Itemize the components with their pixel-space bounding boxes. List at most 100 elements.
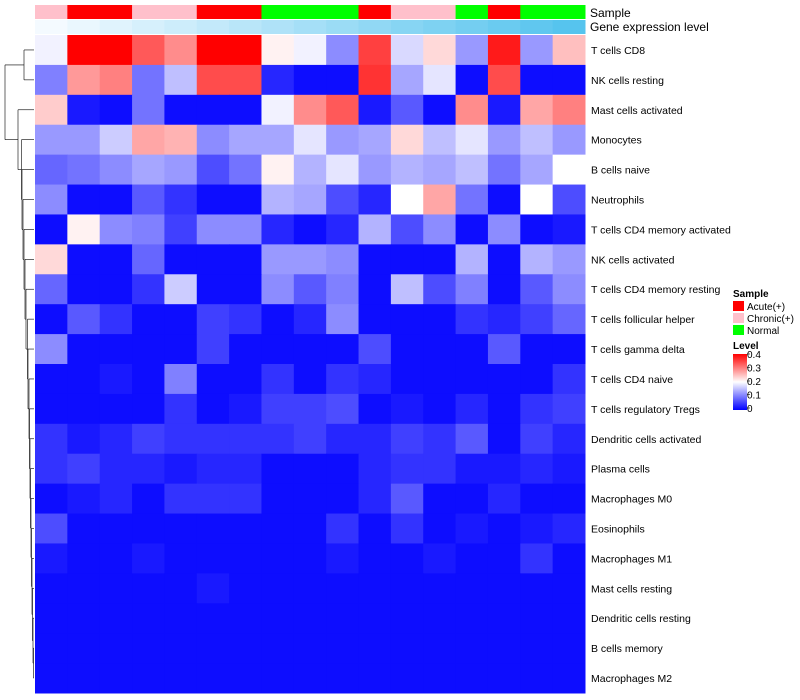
heatmap-cell	[552, 423, 586, 455]
heatmap-cell	[358, 64, 392, 96]
heatmap-cell	[99, 393, 133, 425]
heatmap-cell	[455, 364, 489, 395]
heatmap-cell	[487, 663, 521, 694]
legend-level-colorbar	[733, 354, 747, 410]
heatmap-cell	[196, 304, 230, 335]
heatmap-cell	[487, 64, 521, 96]
heatmap-cell	[229, 304, 262, 335]
heatmap-cell	[35, 244, 68, 275]
heatmap-cell	[552, 364, 586, 395]
heatmap-cell	[487, 124, 521, 156]
heatmap-cell	[423, 304, 457, 335]
heatmap-cell	[35, 453, 68, 485]
heatmap-cell	[520, 334, 554, 365]
heatmap-cell	[358, 304, 392, 335]
heatmap-cell	[229, 663, 262, 694]
heatmap-cell	[229, 154, 262, 186]
heatmap-cell	[196, 573, 230, 604]
heatmap-cell	[229, 423, 262, 455]
heatmap-cell	[293, 274, 327, 305]
heatmap-cell	[293, 423, 327, 455]
heatmap-cell	[552, 573, 586, 604]
heatmap-cell	[326, 663, 360, 694]
expression-annotation-cell	[390, 20, 424, 34]
heatmap-cell	[261, 663, 295, 694]
heatmap-cell	[520, 483, 554, 515]
heatmap-cell	[35, 274, 68, 305]
heatmap-cell	[552, 453, 586, 485]
heatmap-cell	[455, 483, 489, 515]
expression-annotation-cell	[67, 20, 101, 34]
heatmap-cell	[390, 94, 424, 126]
heatmap-cell	[99, 124, 133, 156]
heatmap-cell	[552, 393, 586, 425]
heatmap-cell	[164, 483, 198, 515]
heatmap-cell	[552, 334, 586, 365]
heatmap-cell	[487, 543, 521, 574]
heatmap-cell	[196, 633, 230, 664]
heatmap-cell	[358, 274, 392, 305]
row-label: T cells follicular helper	[591, 314, 695, 326]
heatmap-cell	[326, 393, 360, 425]
heatmap-cell	[390, 64, 424, 96]
heatmap-cell	[35, 184, 68, 215]
heatmap-cell	[35, 94, 68, 126]
heatmap-cell	[261, 603, 295, 634]
heatmap-cell	[261, 423, 295, 455]
legend-sample-entries: Acute(+)Chronic(+)Normal	[733, 301, 794, 337]
heatmap-cell	[487, 334, 521, 365]
expression-annotation-cell	[423, 20, 457, 34]
row-label: Mast cells resting	[591, 583, 672, 595]
heatmap-cell	[164, 35, 198, 66]
heatmap-cell	[67, 513, 101, 544]
heatmap-cell	[455, 513, 489, 544]
heatmap-cell	[196, 543, 230, 574]
heatmap-cell	[35, 603, 68, 634]
expression-annotation-cell	[487, 20, 521, 34]
heatmap-cell	[390, 184, 424, 215]
heatmap-cell	[455, 663, 489, 694]
heatmap-cell	[358, 633, 392, 664]
heatmap-cell	[455, 64, 489, 96]
heatmap-cell	[229, 124, 262, 156]
heatmap-cell	[67, 483, 101, 515]
heatmap-cell	[520, 633, 554, 664]
sample-annotation-cell	[261, 5, 295, 19]
heatmap-cell	[67, 214, 101, 245]
heatmap-cell	[358, 513, 392, 544]
heatmap-cell	[358, 184, 392, 215]
heatmap-cell	[67, 543, 101, 574]
heatmap-cell	[326, 214, 360, 245]
heatmap-cell	[520, 124, 554, 156]
heatmap-cell	[35, 154, 68, 186]
heatmap-cell	[520, 364, 554, 395]
heatmap-cell	[455, 393, 489, 425]
heatmap-cell	[520, 304, 554, 335]
heatmap-cell	[196, 663, 230, 694]
heatmap-cell	[390, 244, 424, 275]
heatmap-cell	[261, 393, 295, 425]
heatmap-cell	[390, 543, 424, 574]
heatmap-cell	[35, 304, 68, 335]
heatmap-cell	[196, 603, 230, 634]
heatmap-cell	[164, 513, 198, 544]
row-label: Dendritic cells resting	[591, 613, 691, 625]
heatmap-cell	[358, 573, 392, 604]
legend-sample-label: Chronic(+)	[747, 314, 794, 325]
heatmap-cell	[390, 304, 424, 335]
heatmap-cell	[132, 274, 165, 305]
heatmap-cell	[390, 483, 424, 515]
heatmap-cell	[261, 364, 295, 395]
heatmap-cell	[390, 124, 424, 156]
sample-track-label: Sample	[590, 6, 631, 20]
expression-track-label: Gene expression level	[590, 20, 709, 34]
sample-annotation-cell	[520, 5, 554, 19]
heatmap-cell	[552, 603, 586, 634]
heatmap-cell	[390, 274, 424, 305]
heatmap-cell	[229, 94, 262, 126]
heatmap-cell	[99, 214, 133, 245]
heatmap-cell	[261, 453, 295, 485]
heatmap-cell	[455, 184, 489, 215]
heatmap-cell	[358, 154, 392, 186]
row-label: Macrophages M2	[591, 673, 672, 685]
